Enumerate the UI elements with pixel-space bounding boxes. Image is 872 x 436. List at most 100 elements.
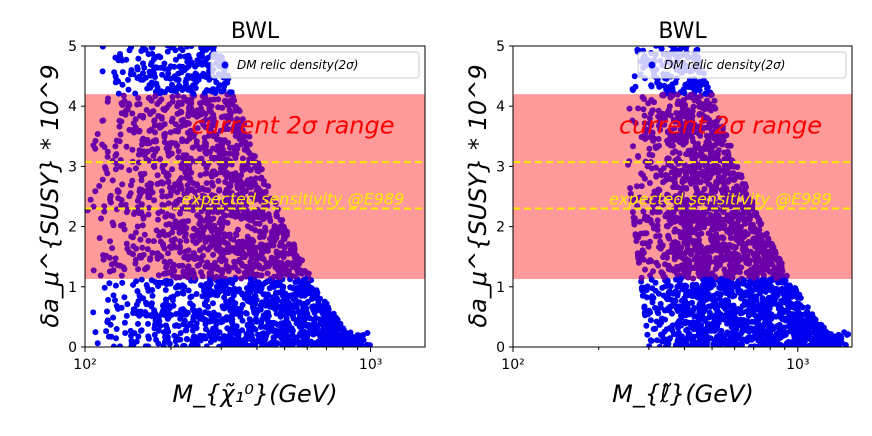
data-point — [647, 317, 654, 324]
data-point — [745, 239, 752, 245]
data-point — [189, 302, 196, 309]
data-point — [110, 343, 117, 347]
data-point — [142, 309, 149, 316]
data-point — [138, 173, 145, 179]
data-point — [151, 325, 158, 332]
data-point — [326, 315, 333, 322]
data-point — [178, 306, 185, 313]
data-point — [318, 334, 325, 341]
data-point — [165, 70, 172, 77]
data-point — [217, 248, 224, 255]
data-point — [179, 37, 185, 43]
data-point — [671, 254, 678, 260]
data-point — [165, 149, 172, 155]
data-point — [247, 276, 254, 283]
data-point — [662, 177, 668, 184]
data-point — [227, 89, 234, 96]
data-point — [630, 143, 636, 150]
data-point — [243, 290, 250, 297]
data-point — [347, 334, 354, 341]
data-point — [170, 261, 177, 268]
data-point — [113, 335, 119, 342]
data-point — [138, 201, 145, 208]
data-point — [256, 220, 263, 227]
data-point — [190, 317, 197, 323]
data-point — [699, 111, 706, 118]
data-point — [269, 227, 276, 234]
data-point — [135, 151, 142, 158]
data-point — [259, 208, 266, 215]
data-point — [783, 272, 790, 279]
data-point — [153, 227, 160, 234]
data-point — [313, 330, 320, 337]
data-point — [137, 112, 144, 119]
data-point — [273, 302, 280, 309]
data-point — [665, 192, 672, 199]
data-point — [716, 291, 723, 298]
data-point — [197, 172, 204, 179]
data-point — [200, 244, 207, 251]
data-point — [760, 272, 767, 279]
data-point — [247, 167, 254, 174]
data-point — [272, 289, 279, 296]
data-point — [277, 217, 284, 223]
data-point — [210, 325, 217, 332]
data-point — [699, 169, 706, 175]
data-point — [99, 68, 106, 75]
data-point — [115, 57, 122, 64]
data-point — [121, 319, 128, 326]
data-point — [158, 96, 165, 103]
data-point — [177, 330, 184, 336]
data-point — [202, 170, 209, 177]
data-point — [346, 342, 353, 347]
data-point — [744, 338, 751, 345]
data-point — [670, 117, 677, 123]
data-point — [260, 248, 267, 255]
data-point — [94, 131, 101, 137]
data-point — [113, 326, 120, 332]
data-point — [687, 178, 694, 185]
data-point — [237, 123, 244, 130]
data-point — [130, 243, 137, 250]
data-point — [263, 295, 270, 302]
data-point — [679, 167, 686, 174]
data-point — [129, 110, 136, 117]
data-point — [140, 251, 147, 258]
data-point — [231, 311, 237, 318]
data-point — [685, 107, 692, 114]
data-point — [87, 196, 94, 203]
data-point — [247, 246, 254, 253]
data-point — [301, 268, 308, 274]
data-point — [224, 266, 231, 273]
data-point — [739, 321, 746, 328]
data-point — [112, 282, 119, 289]
data-point — [118, 25, 124, 31]
data-point — [126, 167, 133, 174]
data-point — [778, 261, 784, 268]
data-point — [289, 337, 296, 344]
data-point — [165, 27, 171, 33]
data-point — [197, 332, 204, 339]
data-point — [172, 56, 179, 63]
y-tick-label: 3 — [68, 159, 77, 175]
data-point — [301, 288, 308, 295]
data-point — [145, 237, 152, 244]
data-point — [168, 28, 174, 34]
data-point — [237, 213, 244, 220]
data-point — [179, 35, 185, 41]
y-tick-label: 0 — [68, 340, 77, 356]
data-point — [691, 174, 698, 181]
data-point — [704, 200, 711, 207]
data-point — [760, 305, 767, 311]
data-point — [683, 185, 690, 191]
data-point — [184, 309, 191, 316]
data-point — [645, 197, 651, 204]
data-point — [236, 249, 242, 256]
data-point — [680, 267, 687, 274]
data-point — [132, 39, 138, 45]
data-point — [660, 292, 667, 299]
data-point — [277, 228, 284, 235]
data-point — [687, 264, 694, 271]
data-point — [249, 236, 255, 243]
data-point — [185, 218, 192, 224]
